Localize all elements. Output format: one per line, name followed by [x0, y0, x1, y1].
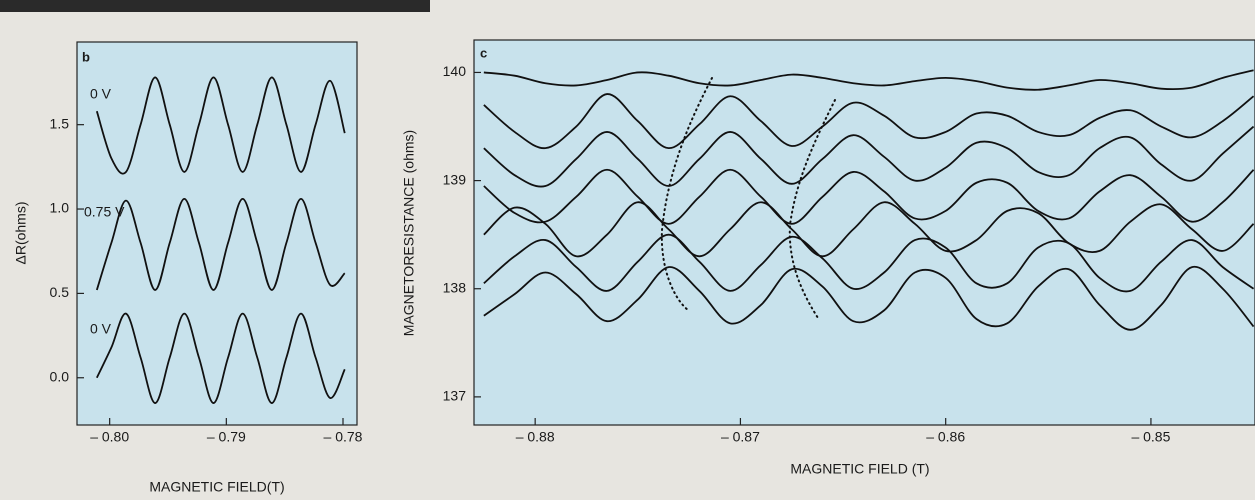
curve — [483, 201, 1255, 258]
y-tick-label: 1.5 — [50, 115, 70, 131]
y-axis-label: MAGNETORESISTANCE (ohms) — [401, 130, 417, 336]
x-tick-label: – 0.86 — [926, 429, 965, 445]
x-axis-label: MAGNETIC FIELD (T) — [790, 461, 929, 477]
curve — [483, 125, 1255, 188]
y-axis-label: ΔR(ohms) — [13, 201, 29, 264]
x-tick-label: – 0.80 — [90, 429, 129, 445]
x-tick-label: – 0.88 — [516, 429, 555, 445]
series-label: 0 V — [90, 86, 112, 102]
x-tick-label: – 0.85 — [1131, 429, 1170, 445]
y-tick-label: 1.0 — [50, 200, 70, 216]
y-tick-label: 0.0 — [50, 368, 70, 384]
x-tick-label: – 0.78 — [324, 429, 363, 445]
series-label: 0.75 V — [84, 204, 125, 220]
curve — [483, 93, 1255, 150]
y-tick-label: 140 — [443, 63, 467, 79]
y-tick-label: 0.5 — [50, 284, 70, 300]
y-tick-label: 137 — [443, 388, 467, 404]
x-tick-label: – 0.87 — [721, 429, 760, 445]
panel-letter: c — [480, 45, 487, 60]
panel-letter: b — [82, 49, 90, 64]
curve — [483, 69, 1254, 91]
curve — [483, 265, 1255, 331]
y-tick-label: 138 — [443, 279, 467, 295]
curve — [96, 312, 346, 404]
y-tick-label: 139 — [443, 171, 467, 187]
panel-b — [76, 41, 358, 426]
x-axis-label: MAGNETIC FIELD(T) — [149, 479, 284, 495]
curve — [483, 168, 1255, 225]
curve — [95, 76, 346, 175]
panel-c — [473, 39, 1255, 426]
curve — [95, 198, 346, 291]
x-tick-label: – 0.79 — [207, 429, 246, 445]
series-label: 0 V — [90, 321, 112, 337]
phase-guide — [788, 99, 836, 319]
photo-strip — [0, 0, 430, 12]
curve — [483, 233, 1255, 293]
